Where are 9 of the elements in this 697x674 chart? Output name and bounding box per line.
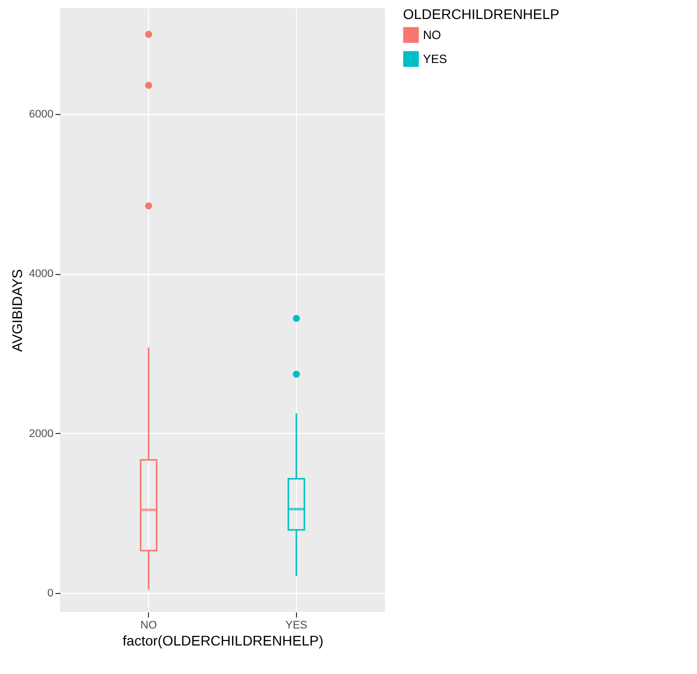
y-tick-label: 6000	[29, 108, 54, 121]
y-tick-label: 2000	[29, 428, 54, 440]
y-tick-label: 0	[47, 587, 54, 600]
legend-label: YES	[423, 52, 448, 66]
y-axis-title: AVGIBIDAYS	[9, 269, 26, 352]
x-axis-title: factor(OLDERCHILDRENHELP)	[122, 632, 324, 648]
y-tick-label: 4000	[29, 268, 54, 280]
legend-title: OLDERCHILDRENHELP	[403, 6, 560, 22]
legend-label: NO	[423, 28, 441, 42]
